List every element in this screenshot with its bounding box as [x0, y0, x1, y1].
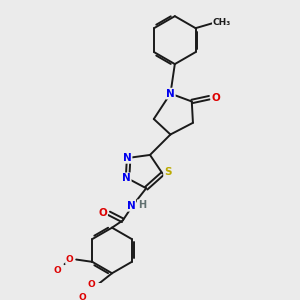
Text: CH₃: CH₃ [213, 18, 231, 27]
Text: H: H [138, 200, 146, 210]
Text: N: N [127, 201, 135, 211]
Text: S: S [164, 167, 172, 177]
Text: O: O [78, 293, 86, 300]
Text: N: N [166, 88, 175, 99]
Text: O: O [66, 255, 74, 264]
Text: N: N [122, 173, 131, 183]
Text: N: N [123, 153, 132, 163]
Text: O: O [88, 280, 95, 289]
Text: O: O [212, 93, 220, 103]
Text: O: O [98, 208, 107, 218]
Text: O: O [54, 266, 61, 274]
